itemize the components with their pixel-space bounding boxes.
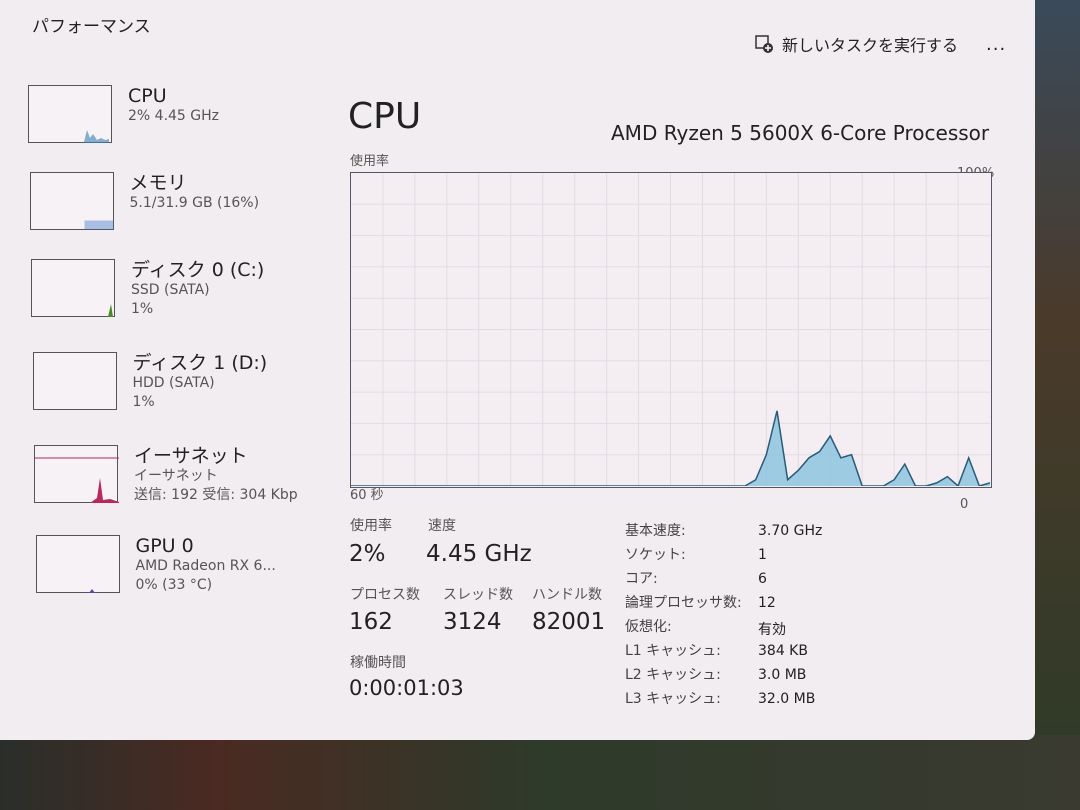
run-new-task-button[interactable]: 新しいタスクを実行する	[754, 32, 958, 56]
processor-name: AMD Ryzen 5 5600X 6-Core Processor	[611, 121, 990, 145]
handles-value: 82001	[532, 609, 606, 635]
sidebar-thumbnail-graph	[29, 172, 114, 230]
run-new-task-label: 新しいタスクを実行する	[782, 36, 959, 55]
usage-value: 2%	[349, 541, 386, 567]
detail-value: 12	[758, 595, 776, 611]
sidebar-item[interactable]: ディスク 1 (D:) HDD (SATA) 1%	[32, 352, 268, 412]
sidebar-item-name: ディスク 1 (D:)	[132, 352, 268, 374]
sidebar-item-name: メモリ	[129, 172, 187, 194]
speed-label: 速度	[428, 518, 456, 534]
sidebar-item[interactable]: イーサネット イーサネット送信: 192 受信: 304 Kbp	[34, 445, 298, 505]
detail-value: 3.70 GHz	[758, 523, 823, 539]
handles-label: ハンドル数	[532, 587, 602, 603]
processes-value: 162	[349, 609, 393, 635]
detail-label: L2 キャッシュ:	[625, 667, 721, 683]
detail-value: 32.0 MB	[758, 691, 816, 707]
new-task-icon	[755, 35, 773, 53]
detail-value: 3.0 MB	[758, 667, 807, 683]
sidebar-item-detail: 5.1/31.9 GB (16%)	[129, 195, 260, 211]
sidebar-thumbnail-graph	[32, 352, 117, 410]
desktop-background-bottom	[0, 735, 1080, 810]
sidebar-item[interactable]: GPU 0 AMD Radeon RX 6... 0% (33 °C)	[35, 535, 276, 595]
sidebar-item-name: イーサネット	[134, 445, 248, 467]
sidebar-item[interactable]: メモリ 5.1/31.9 GB (16%)	[29, 172, 260, 230]
speed-value: 4.45 GHz	[426, 541, 532, 567]
detail-label: 基本速度:	[625, 523, 686, 539]
detail-value: 1	[758, 547, 767, 563]
detail-label: ソケット:	[625, 547, 686, 563]
graph-label: 使用率	[350, 154, 390, 169]
detail-value: 有効	[758, 622, 786, 638]
sidebar-item-detail-2: 1%	[131, 301, 154, 317]
sidebar-item[interactable]: ディスク 0 (C:) SSD (SATA) 1%	[31, 259, 264, 319]
main-heading: CPU	[348, 96, 422, 137]
detail-value: 6	[758, 571, 767, 587]
detail-label: L1 キャッシュ:	[625, 643, 721, 659]
sidebar-thumbnail-graph	[34, 445, 119, 503]
cpu-usage-graph	[350, 172, 992, 488]
detail-label: コア:	[625, 571, 658, 587]
uptime-value: 0:00:01:03	[349, 676, 464, 700]
processes-label: プロセス数	[350, 587, 420, 603]
sidebar-item[interactable]: CPU 2% 4.45 GHz	[28, 85, 219, 143]
task-manager-window: パフォーマンス 新しいタスクを実行する ... CPU 2% 4.45 GHz メモ…	[0, 0, 1035, 740]
sidebar-item-name: GPU 0	[135, 535, 194, 557]
threads-value: 3124	[443, 609, 502, 635]
sidebar-item-detail-2: 0% (33 °C)	[135, 577, 213, 593]
sidebar-thumbnail-graph	[28, 85, 112, 143]
detail-label: 論理プロセッサ数:	[625, 595, 742, 611]
uptime-label: 稼働時間	[350, 655, 406, 671]
detail-value: 384 KB	[758, 643, 808, 659]
sidebar-thumbnail-graph	[35, 535, 120, 593]
sidebar-item-detail: AMD Radeon RX 6...	[135, 558, 276, 574]
sidebar-item-detail-2: 送信: 192 受信: 304 Kbp	[134, 487, 298, 503]
sidebar-item-detail: SSD (SATA)	[131, 282, 210, 298]
graph-min-label: 0	[960, 497, 969, 512]
cpu-usage-chart	[351, 173, 991, 488]
sidebar-thumbnail-graph	[31, 259, 115, 317]
threads-label: スレッド数	[443, 587, 513, 603]
detail-label: 仮想化:	[625, 619, 672, 635]
more-options-button[interactable]: ...	[986, 34, 1007, 55]
usage-label: 使用率	[350, 518, 392, 534]
sidebar-item-detail-2: 1%	[132, 394, 155, 410]
sidebar-item-detail: HDD (SATA)	[132, 375, 215, 391]
sidebar-item-name: CPU	[128, 85, 167, 107]
sidebar-item-name: ディスク 0 (C:)	[131, 259, 265, 281]
sidebar-item-detail: 2% 4.45 GHz	[128, 108, 220, 124]
cpu-usage-area	[351, 410, 990, 486]
sidebar-item-detail: イーサネット	[134, 468, 218, 484]
detail-label: L3 キャッシュ:	[625, 691, 721, 707]
graph-time-label: 60 秒	[350, 488, 384, 503]
page-title: パフォーマンス	[32, 17, 151, 37]
desktop-background	[1030, 0, 1080, 810]
